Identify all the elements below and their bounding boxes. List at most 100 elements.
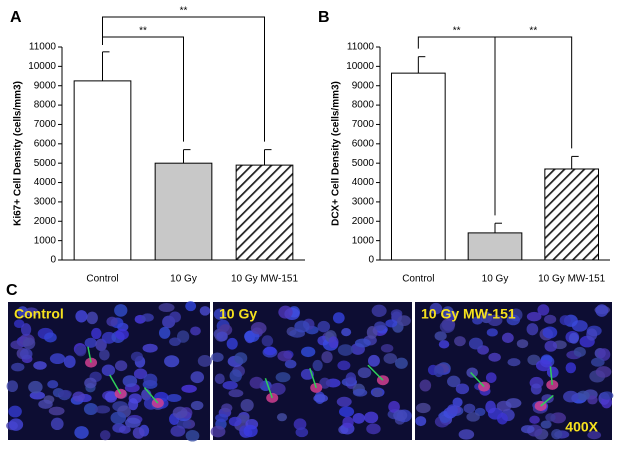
nucleus xyxy=(101,364,116,377)
nucleus xyxy=(38,399,53,409)
y-tick-label: 6000 xyxy=(34,138,57,149)
y-tick-label: 0 xyxy=(368,255,374,266)
nucleus xyxy=(565,362,577,374)
y-tick-label: 7000 xyxy=(34,119,57,130)
nucleus xyxy=(48,406,65,416)
y-tick-label: 6000 xyxy=(352,138,375,149)
nucleus xyxy=(142,343,158,353)
magnification-label: 400X xyxy=(565,419,598,435)
nucleus xyxy=(100,430,111,441)
nucleus xyxy=(352,388,368,397)
nucleus xyxy=(537,304,550,316)
nucleus xyxy=(269,382,286,395)
nucleus xyxy=(366,423,381,435)
nucleus xyxy=(17,306,28,318)
nucleus xyxy=(11,362,25,372)
nucleus xyxy=(278,305,293,319)
nucleus xyxy=(505,398,522,408)
nucleus xyxy=(526,323,539,336)
nucleus xyxy=(535,359,552,372)
nucleus xyxy=(586,328,598,341)
nucleus xyxy=(250,321,267,335)
nucleus xyxy=(544,340,558,352)
significance-bracket: ** xyxy=(102,6,265,142)
nucleus xyxy=(573,346,586,358)
nucleus xyxy=(337,344,354,356)
nucleus xyxy=(542,326,558,339)
process xyxy=(309,367,317,389)
nucleus xyxy=(83,402,98,415)
y-tick-label: 5000 xyxy=(352,158,375,169)
nucleus xyxy=(394,357,408,369)
nucleus xyxy=(497,412,508,425)
significance-label: ** xyxy=(453,26,461,37)
nucleus xyxy=(433,365,444,378)
nucleus xyxy=(312,359,323,372)
significance-label: ** xyxy=(139,26,147,37)
nucleus xyxy=(576,390,590,401)
nucleus xyxy=(419,379,432,392)
bar xyxy=(391,72,446,261)
nucleus xyxy=(600,391,614,400)
nucleus xyxy=(19,348,33,360)
nucleus xyxy=(544,314,557,324)
nucleus xyxy=(158,326,171,339)
nucleus xyxy=(169,337,181,346)
nucleus xyxy=(44,332,57,343)
nucleus xyxy=(393,409,408,422)
nucleus xyxy=(275,372,291,383)
nucleus xyxy=(284,359,297,369)
nucleus xyxy=(211,352,224,363)
y-tick-label: 10000 xyxy=(28,61,56,72)
nucleus xyxy=(540,420,552,429)
nucleus xyxy=(190,400,204,411)
y-tick-label: 2000 xyxy=(352,216,375,227)
x-tick-label: 10 Gy MW-151 xyxy=(538,274,605,285)
nucleus xyxy=(590,357,605,367)
nucleus xyxy=(454,336,466,347)
nucleus xyxy=(390,309,403,319)
nucleus xyxy=(240,398,254,412)
nucleus xyxy=(559,315,571,326)
x-tick-label: 10 Gy MW-151 xyxy=(231,274,298,285)
nucleus xyxy=(197,355,212,367)
y-tick-label: 4000 xyxy=(352,177,375,188)
nucleus xyxy=(22,337,36,350)
y-axis-label: DCX+ Cell Density (cells/mm3) xyxy=(331,81,342,226)
nucleus xyxy=(47,380,59,389)
nucleus xyxy=(185,301,197,312)
nucleus xyxy=(49,353,66,365)
nucleus xyxy=(222,380,238,390)
nucleus xyxy=(345,372,357,385)
nucleus xyxy=(319,377,331,389)
nucleus xyxy=(84,377,97,389)
nucleus xyxy=(115,328,129,340)
x-tick-label: 10 Gy xyxy=(482,274,509,285)
nucleus xyxy=(354,338,371,348)
x-tick-label: 10 Gy xyxy=(170,274,197,285)
nucleus xyxy=(133,368,148,380)
nucleus xyxy=(516,339,529,349)
y-tick-label: 3000 xyxy=(34,197,57,208)
nucleus xyxy=(226,337,238,350)
nucleus xyxy=(371,304,387,317)
nucleus xyxy=(234,352,248,364)
nucleus xyxy=(243,424,258,438)
nucleus xyxy=(388,400,400,413)
nucleus xyxy=(91,327,102,340)
nucleus xyxy=(75,310,88,323)
micrograph: 10 Gy MW-151 xyxy=(415,302,614,440)
image-label: Control xyxy=(14,306,64,322)
nucleus xyxy=(276,413,288,422)
nucleus xyxy=(170,425,186,437)
nucleus xyxy=(367,354,380,367)
bracket-line xyxy=(102,16,265,142)
nucleus xyxy=(466,412,480,422)
nucleus xyxy=(595,366,612,378)
nucleus xyxy=(8,418,24,431)
nucleus xyxy=(110,411,127,425)
significance-bracket: ** xyxy=(494,26,573,216)
nucleus xyxy=(72,391,85,402)
process xyxy=(540,394,554,407)
nucleus xyxy=(114,360,128,372)
